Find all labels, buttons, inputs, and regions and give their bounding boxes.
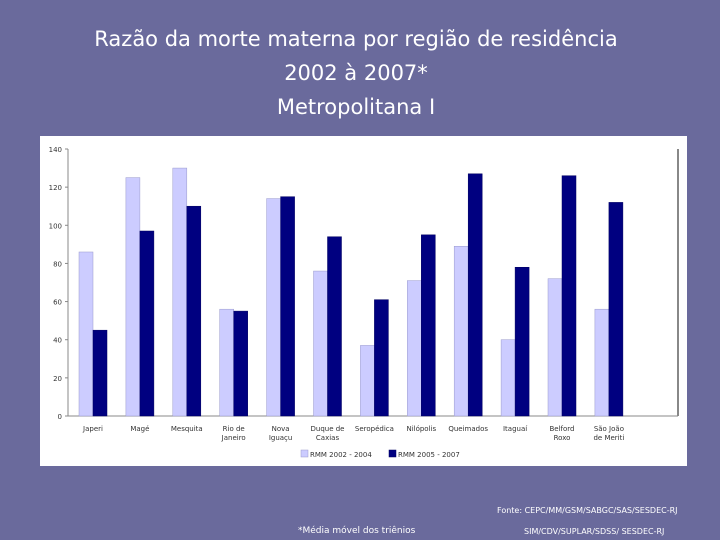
- bar-rmm-2005-2007: [327, 236, 342, 417]
- bar-rmm-2005-2007: [467, 173, 483, 417]
- y-tick-label: 120: [49, 184, 62, 192]
- bar-rmm-2005-2007: [280, 196, 295, 417]
- y-tick-label: 40: [53, 337, 62, 345]
- bar-rmm-2002-2004: [407, 280, 422, 417]
- title-line-1: Razão da morte materna por região de res…: [94, 27, 618, 51]
- source-note-2: SIM/CDV/SUPLAR/SDSS/ SESDEC-RJ: [524, 527, 665, 536]
- y-tick-label: 20: [53, 375, 62, 383]
- legend-label: RMM 2002 - 2004: [310, 451, 372, 459]
- bar-rmm-2005-2007: [186, 205, 202, 417]
- bar-rmm-2002-2004: [125, 177, 141, 417]
- legend-swatch: [300, 449, 309, 458]
- bar-rmm-2005-2007: [233, 310, 248, 417]
- x-tick-label: Duque de: [311, 425, 345, 433]
- bar-rmm-2002-2004: [594, 308, 610, 417]
- bar-rmm-2005-2007: [92, 329, 108, 417]
- x-tick-label: Japeri: [82, 425, 103, 433]
- x-tick-label: Itaguaí: [503, 425, 528, 433]
- x-tick-label: Caxias: [316, 434, 340, 442]
- legend-swatch: [388, 449, 397, 458]
- x-tick-label: Belford: [550, 425, 575, 433]
- x-tick-label: Seropédica: [355, 425, 394, 433]
- bar-rmm-2002-2004: [266, 198, 281, 417]
- bar-rmm-2002-2004: [500, 339, 516, 417]
- bar-rmm-2005-2007: [608, 202, 624, 417]
- bar-chart: 0 20 40 60 80 100 120 140 Japeri Magé Mesquita Rio …: [49, 146, 679, 459]
- legend-label: RMM 2005 - 2007: [398, 451, 460, 459]
- x-tick-label: Rio de: [223, 425, 245, 433]
- source-note: Fonte: CEPC/MM/GSM/SABGC/SAS/SESDEC-RJ: [497, 506, 678, 515]
- footnote: *Média móvel dos triênios: [298, 526, 416, 536]
- x-tick-label: Nova: [272, 425, 290, 433]
- bar-rmm-2005-2007: [421, 234, 436, 417]
- bar-rmm-2005-2007: [514, 266, 530, 417]
- chart-area: 0 20 40 60 80 100 120 140 Japeri Magé Mesquita Rio …: [40, 136, 687, 466]
- x-tick-label: Iguaçu: [269, 434, 293, 442]
- y-tick-label: 80: [53, 260, 62, 268]
- bar-rmm-2002-2004: [360, 345, 375, 417]
- bar-rmm-2005-2007: [561, 175, 577, 417]
- title-line-3: Metropolitana I: [276, 95, 436, 119]
- bar-rmm-2002-2004: [78, 251, 94, 417]
- x-tick-label: Queimados: [448, 425, 488, 433]
- bar-rmm-2005-2007: [139, 230, 155, 417]
- y-tick-label: 140: [49, 146, 62, 154]
- x-tick-label: Nilópolis: [406, 425, 436, 433]
- bar-rmm-2002-2004: [313, 270, 328, 417]
- y-tick-label: 60: [53, 299, 62, 307]
- chart-title: Razão da morte materna por região de res…: [0, 22, 712, 124]
- x-tick-label: Roxo: [554, 434, 571, 442]
- bar-rmm-2002-2004: [172, 167, 188, 417]
- y-tick-label: 100: [49, 222, 62, 230]
- bar-rmm-2002-2004: [547, 278, 563, 417]
- x-tick-label: Magé: [130, 425, 149, 433]
- x-tick-label: Mesquita: [171, 425, 203, 433]
- title-line-2: 2002 à 2007*: [284, 61, 428, 85]
- y-tick-label: 0: [58, 413, 62, 421]
- bar-rmm-2002-2004: [219, 308, 234, 417]
- bar-rmm-2002-2004: [453, 246, 469, 417]
- x-tick-label: de Meriti: [593, 434, 624, 442]
- bar-rmm-2005-2007: [374, 299, 389, 417]
- x-tick-label: São João: [594, 425, 624, 433]
- x-tick-label: Janeiro: [221, 434, 246, 442]
